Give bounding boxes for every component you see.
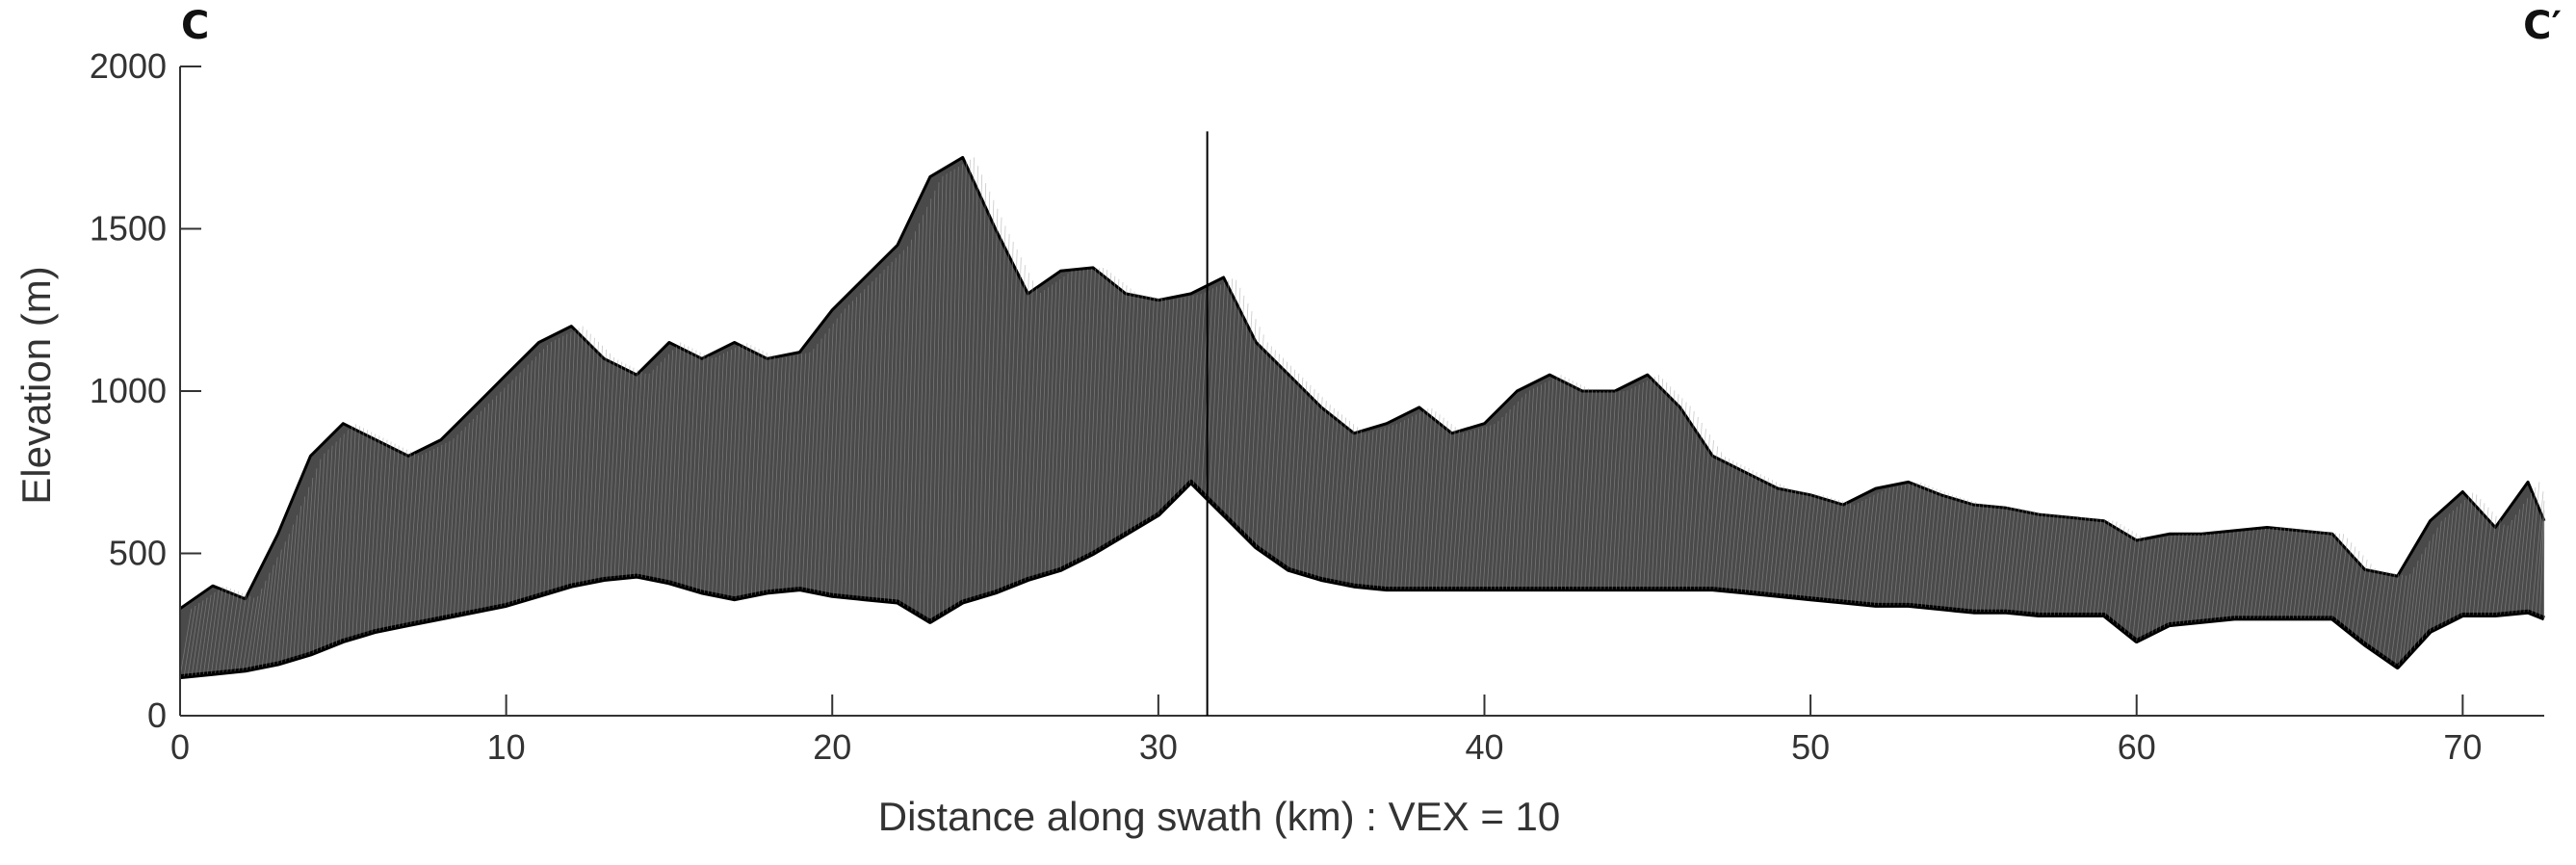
x-tick-label: 0 — [170, 727, 190, 767]
hatch-layer — [179, 157, 2545, 677]
elevation-envelope — [180, 157, 2544, 677]
x-axis-label: Distance along swath (km) : VEX = 10 — [878, 794, 1560, 839]
mesh-hatching — [179, 157, 2545, 677]
y-axis-label: Elevation (m) — [13, 266, 59, 504]
panel-label-left: C — [181, 4, 209, 48]
panel-label-right: C′ — [2523, 4, 2562, 48]
x-tick-label: 50 — [1791, 727, 1830, 767]
max-elevation-line — [179, 155, 2546, 611]
min-elevation-line — [179, 479, 2545, 680]
x-tick-label: 30 — [1139, 727, 1178, 767]
envelope-layer — [179, 155, 2546, 680]
y-tick-label: 500 — [109, 534, 167, 573]
x-tick-label: 70 — [2443, 727, 2482, 767]
x-ticks: 0 10 20 30 40 50 60 70 — [170, 695, 2482, 767]
y-ticks: 0 500 1000 1500 2000 — [90, 46, 201, 735]
y-tick-label: 1500 — [90, 209, 167, 249]
y-tick-label: 1000 — [90, 371, 167, 410]
x-tick-label: 60 — [2118, 727, 2156, 767]
y-tick-label: 2000 — [90, 46, 167, 86]
x-tick-label: 20 — [813, 727, 851, 767]
x-tick-label: 10 — [487, 727, 526, 767]
x-tick-label: 40 — [1465, 727, 1503, 767]
y-tick-label: 0 — [147, 695, 167, 735]
